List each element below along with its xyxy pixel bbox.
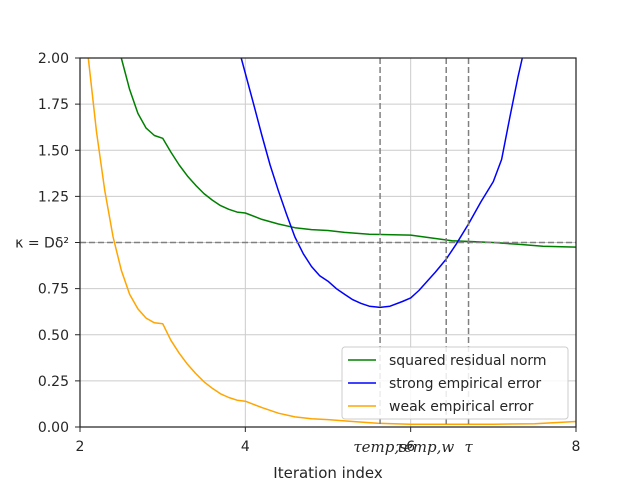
series-line bbox=[120, 57, 577, 248]
series-line bbox=[87, 57, 577, 425]
legend: squared residual norm strong empirical er… bbox=[341, 346, 569, 420]
series-line bbox=[240, 57, 524, 309]
tick-layer: 2 4 6 8 0.00 0.25 0.50 0.75 κ = Dδ² 1.25 1.50 1.75 2… bbox=[15, 51, 580, 455]
series-layer bbox=[87, 57, 577, 425]
y-tick-label: 0.25 bbox=[38, 374, 69, 390]
legend-box bbox=[341, 346, 569, 420]
x-tick-label: 4 bbox=[241, 439, 250, 455]
tau-vline-label: τ bbox=[465, 438, 474, 456]
x-tick-label: 2 bbox=[76, 439, 85, 455]
y-tick-label: 0.75 bbox=[38, 282, 69, 298]
legend-label: strong empirical error bbox=[389, 376, 541, 392]
y-tick-label: 2.00 bbox=[38, 51, 69, 67]
y-tick-label: 1.50 bbox=[38, 143, 69, 159]
y-tick-label: 1.25 bbox=[38, 189, 69, 205]
y-tick-label: 0.50 bbox=[38, 328, 69, 344]
x-tick-label: 6 bbox=[406, 439, 415, 455]
y-tick-label: 1.75 bbox=[38, 97, 69, 113]
tau-vline-label: τemp,w bbox=[396, 438, 455, 456]
y-tick-label: κ = Dδ² bbox=[15, 236, 69, 252]
x-axis-title: Iteration index bbox=[273, 464, 383, 480]
y-tick-label: 0.00 bbox=[38, 420, 69, 436]
x-tick-label: 8 bbox=[572, 439, 581, 455]
legend-label: squared residual norm bbox=[389, 353, 547, 369]
legend-label: weak empirical error bbox=[389, 399, 534, 415]
tau-vline-label: τemp,s bbox=[353, 438, 407, 456]
